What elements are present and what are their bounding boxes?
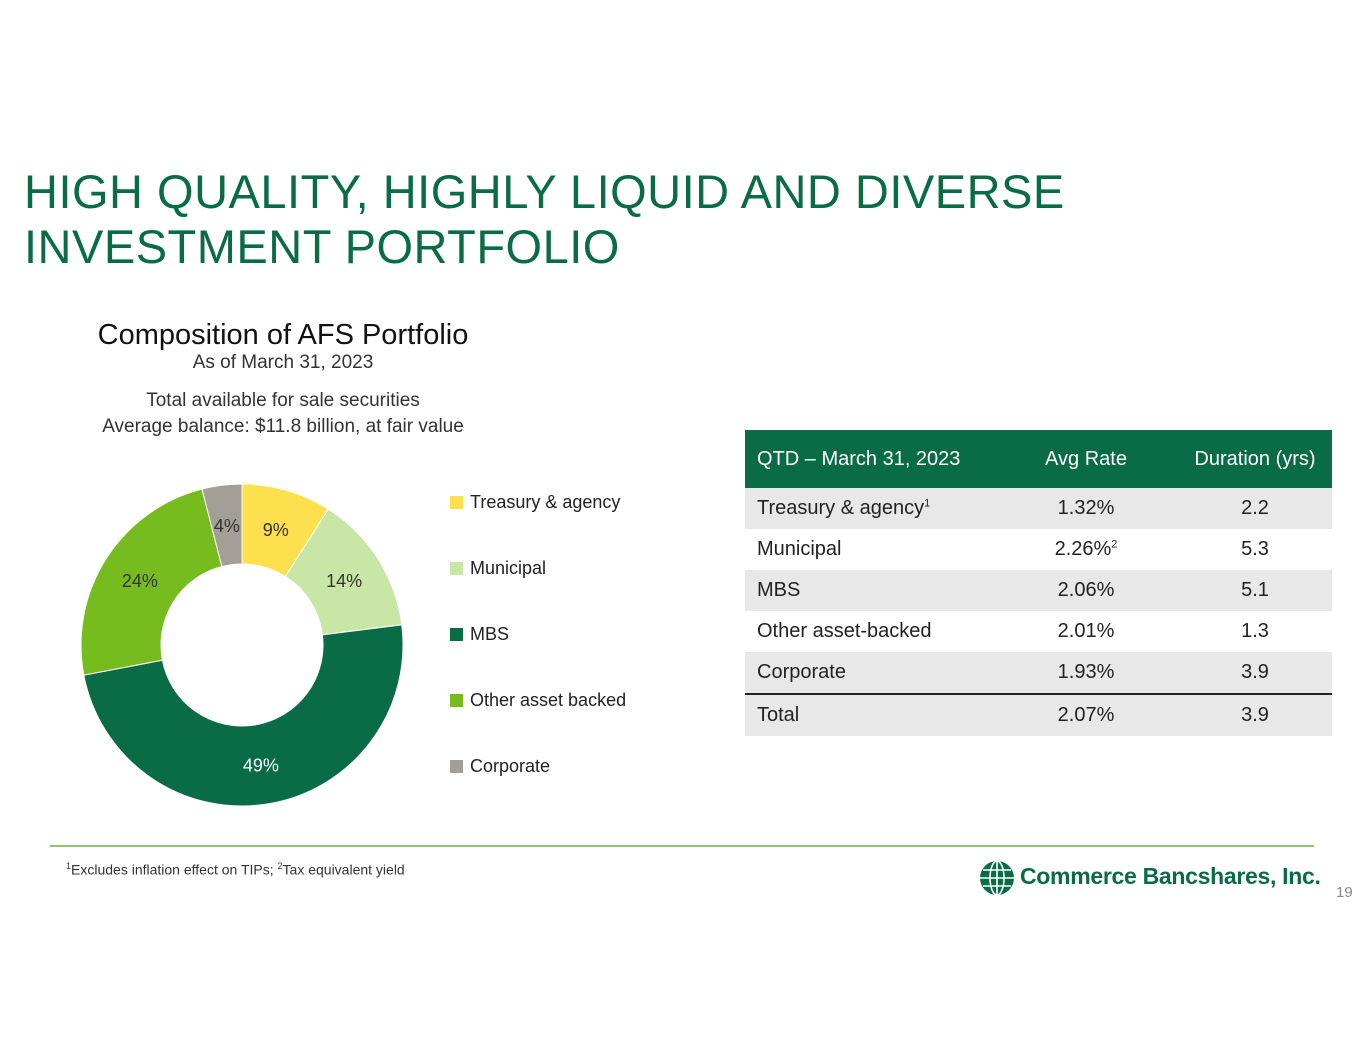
donut-label: 24% bbox=[122, 571, 158, 591]
row-name-cell: Treasury & agency1 bbox=[745, 488, 994, 529]
footer-divider bbox=[50, 845, 1314, 847]
donut-label: 49% bbox=[243, 756, 279, 776]
row-name: Treasury & agency bbox=[757, 497, 925, 519]
donut-label: 9% bbox=[263, 520, 289, 540]
footnote-sup1: 1 bbox=[66, 861, 72, 871]
table-row: Treasury & agency1 1.32% 2.2 bbox=[745, 488, 1332, 529]
row-duration: 2.2 bbox=[1178, 488, 1332, 529]
row-duration: 5.3 bbox=[1241, 538, 1269, 560]
row-name: Municipal bbox=[757, 538, 842, 560]
table-header-duration: Duration (yrs) bbox=[1178, 430, 1332, 488]
legend-item: Municipal bbox=[450, 556, 546, 580]
footnote: 1Excludes inflation effect on TIPs; 2Tax… bbox=[66, 861, 405, 878]
donut-chart: 9% 14% 49% 24% 4% bbox=[80, 483, 404, 807]
legend-swatch bbox=[450, 561, 463, 575]
chart-subtitle: As of March 31, 2023 bbox=[192, 352, 374, 373]
row-duration: 3.9 bbox=[1178, 693, 1332, 736]
table-total-row: Total 2.07% 3.9 bbox=[745, 693, 1332, 736]
page-number: 19 bbox=[1336, 884, 1353, 901]
footnote-sup2: 2 bbox=[277, 861, 283, 871]
table-row: Corporate 1.93% 3.9 bbox=[745, 652, 1332, 694]
row-rate-sup: 2 bbox=[1111, 538, 1118, 551]
legend-swatch bbox=[450, 759, 463, 773]
chart-header: Composition of AFS Portfolio As of March… bbox=[50, 318, 516, 374]
legend-swatch bbox=[450, 627, 463, 641]
row-rate: 2.07% bbox=[994, 693, 1178, 736]
chart-note-line1: Total available for sale securities bbox=[146, 390, 420, 411]
chart-note: Total available for sale securities Aver… bbox=[50, 388, 516, 440]
legend-item: Other asset backed bbox=[450, 688, 626, 712]
legend-swatch bbox=[450, 693, 463, 707]
row-name: Corporate bbox=[745, 652, 994, 694]
chart-note-line2: Average balance: $11.8 billion, at fair … bbox=[102, 416, 464, 437]
footnote-text1: Excludes inflation effect on TIPs; bbox=[71, 861, 278, 878]
row-rate: 2.06% bbox=[994, 570, 1178, 611]
row-name: Other asset-backed bbox=[757, 620, 932, 642]
globe-icon bbox=[980, 860, 1014, 896]
donut-slice-corporate bbox=[201, 483, 243, 568]
table-header-period: QTD – March 31, 2023 bbox=[745, 430, 994, 488]
legend-item: MBS bbox=[450, 622, 509, 646]
legend-item: Treasury & agency bbox=[450, 490, 620, 514]
slide-title-line1: HIGH QUALITY, HIGHLY LIQUID AND DIVERSE bbox=[24, 165, 1065, 218]
table-row: Municipal 2.26%2 5.3 bbox=[745, 529, 1332, 570]
legend-swatch bbox=[450, 495, 463, 509]
table-row: MBS 2.06% 5.1 bbox=[745, 570, 1332, 611]
row-rate: 2.26% bbox=[1054, 538, 1112, 560]
row-name: MBS bbox=[745, 570, 994, 611]
donut-label: 14% bbox=[326, 571, 362, 591]
legend-item: Corporate bbox=[450, 754, 550, 778]
row-duration: 1.3 bbox=[1241, 620, 1269, 642]
row-rate: 2.01% bbox=[1057, 620, 1115, 642]
chart-title: Composition of AFS Portfolio bbox=[97, 319, 469, 351]
donut-slice-mbs bbox=[83, 624, 404, 807]
row-name: Total bbox=[745, 693, 994, 736]
donut-label: 4% bbox=[214, 516, 240, 536]
table-row: Other asset-backed 2.01% 1.3 bbox=[745, 611, 1332, 652]
row-duration: 5.1 bbox=[1178, 570, 1332, 611]
legend-label: Corporate bbox=[470, 756, 551, 776]
legend-label: MBS bbox=[470, 624, 510, 644]
donut-slice-other-asset-backed bbox=[80, 488, 223, 676]
legend-label: Other asset backed bbox=[470, 690, 627, 710]
row-rate: 1.93% bbox=[994, 652, 1178, 694]
company-logo: Commerce Bancshares, Inc. bbox=[978, 859, 1321, 897]
footnote-text2: Tax equivalent yield bbox=[282, 861, 405, 878]
row-name-sup: 1 bbox=[924, 497, 931, 510]
slide-title-line2: INVESTMENT PORTFOLIO bbox=[24, 220, 620, 273]
logo-text: Commerce Bancshares, Inc. bbox=[1020, 863, 1321, 889]
row-rate: 1.32% bbox=[994, 488, 1178, 529]
portfolio-table: QTD – March 31, 2023 Avg Rate Duration (… bbox=[745, 430, 1332, 736]
table-header-row: QTD – March 31, 2023 Avg Rate Duration (… bbox=[745, 430, 1332, 488]
table-header-avg-rate: Avg Rate bbox=[994, 430, 1178, 488]
slide-title: HIGH QUALITY, HIGHLY LIQUID AND DIVERSE … bbox=[24, 164, 1224, 274]
legend-label: Municipal bbox=[470, 558, 547, 578]
legend-label: Treasury & agency bbox=[470, 492, 621, 512]
row-duration: 3.9 bbox=[1178, 652, 1332, 694]
row-rate-cell: 2.26%2 bbox=[994, 529, 1178, 570]
